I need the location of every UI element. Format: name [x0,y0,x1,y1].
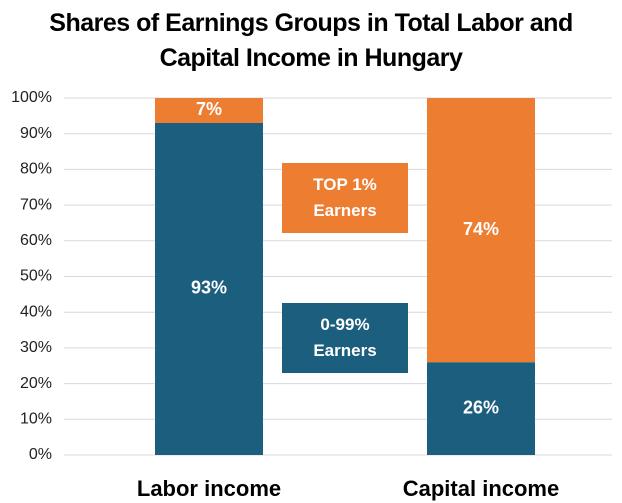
chart-title: Shares of Earnings Groups in Total Labor… [49,9,573,72]
x-tick-label: Capital income [403,476,559,501]
y-tick-label: 90% [20,125,52,142]
y-tick-label: 60% [20,232,52,249]
y-tick-label: 0% [29,446,52,463]
y-tick-label: 30% [20,339,52,356]
x-tick-label: Labor income [137,476,281,501]
y-tick-label: 100% [11,89,52,106]
data-label: 93% [191,278,227,298]
bar-segment [155,122,263,456]
y-tick-label: 50% [20,268,52,285]
bar-segment [427,362,535,455]
y-tick-label: 40% [20,303,52,320]
y-tick-label: 70% [20,196,52,213]
legend-entry: 0-99% Earners [282,303,408,373]
bar-segment [427,98,535,363]
y-tick-label: 10% [20,411,52,428]
y-tick-label: 80% [20,161,52,178]
data-label: 26% [463,397,499,417]
data-label: 7% [196,99,222,119]
legend-entry: TOP 1% Earners [282,163,408,233]
y-tick-label: 20% [20,375,52,392]
bar-segment [155,98,263,123]
data-label: 74% [463,219,499,239]
